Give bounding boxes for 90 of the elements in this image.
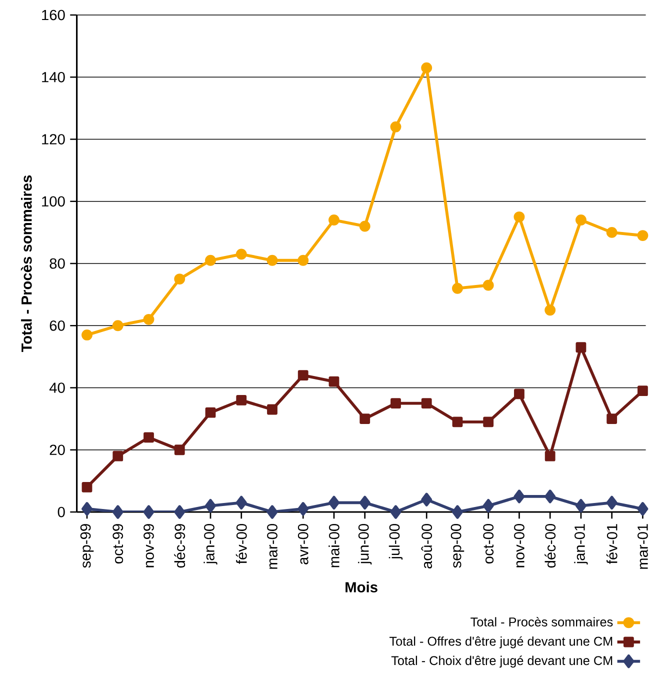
point bbox=[606, 496, 618, 510]
point bbox=[298, 502, 309, 516]
x-tick-label: mar-01 bbox=[638, 524, 648, 569]
y-axis-title: Total - Procès sommaires bbox=[20, 175, 32, 352]
point bbox=[452, 505, 463, 519]
point bbox=[174, 444, 185, 456]
x-tick-label: fév-00 bbox=[236, 524, 247, 564]
point bbox=[514, 388, 524, 400]
point bbox=[267, 404, 278, 415]
point bbox=[575, 214, 586, 226]
y-tick-label: 120 bbox=[42, 134, 65, 144]
x-tick-label: jun-00 bbox=[358, 524, 372, 565]
x-tick-label: jul-00 bbox=[388, 524, 403, 560]
y-tick-label: 80 bbox=[50, 258, 65, 269]
point bbox=[205, 407, 216, 418]
point bbox=[421, 62, 432, 74]
point bbox=[390, 121, 402, 132]
x-tick-label: mai-00 bbox=[328, 524, 340, 568]
point bbox=[452, 282, 463, 294]
point bbox=[112, 320, 124, 332]
x-tick-label: nov-00 bbox=[514, 524, 524, 568]
point bbox=[421, 492, 432, 506]
legend-label: Total - Procès sommaires bbox=[470, 617, 613, 626]
point bbox=[482, 498, 494, 513]
y-tick-label: 100 bbox=[42, 196, 65, 207]
x-tick-label: jan-00 bbox=[204, 524, 218, 565]
point bbox=[544, 490, 556, 504]
point bbox=[174, 274, 186, 285]
point bbox=[514, 490, 525, 504]
point bbox=[298, 370, 308, 381]
point bbox=[482, 280, 494, 291]
point bbox=[390, 505, 402, 519]
x-axis-title: Mois bbox=[346, 582, 378, 592]
point bbox=[143, 314, 154, 325]
y-tick-label: 0 bbox=[58, 506, 65, 518]
point bbox=[298, 254, 309, 266]
point bbox=[606, 414, 618, 424]
point bbox=[390, 398, 401, 408]
point bbox=[205, 498, 216, 513]
point bbox=[575, 498, 586, 513]
point bbox=[112, 505, 124, 519]
point bbox=[360, 414, 370, 424]
x-tick-label: avr-00 bbox=[298, 524, 308, 564]
x-tick-label: oct-99 bbox=[112, 524, 124, 564]
point bbox=[236, 248, 247, 260]
x-tick-label: sep-00 bbox=[450, 524, 464, 568]
point bbox=[328, 214, 340, 226]
point bbox=[174, 505, 186, 519]
point bbox=[544, 304, 556, 316]
point bbox=[236, 496, 247, 510]
point bbox=[637, 502, 648, 516]
y-tick-label: 40 bbox=[49, 382, 65, 393]
x-tick-label: jan-01 bbox=[574, 524, 588, 565]
point bbox=[637, 230, 648, 242]
legend-label: Total - Choix d'être jugé devant une CM bbox=[391, 656, 612, 668]
y-tick-label: 140 bbox=[42, 72, 65, 82]
point bbox=[359, 220, 370, 232]
point bbox=[606, 226, 618, 238]
point bbox=[143, 505, 154, 519]
point bbox=[359, 496, 370, 510]
point bbox=[266, 254, 278, 266]
y-tick-label: 20 bbox=[50, 444, 65, 456]
x-tick-label: déc-99 bbox=[174, 524, 186, 568]
y-tick-label: 160 bbox=[42, 10, 65, 20]
point bbox=[452, 416, 463, 428]
point bbox=[82, 502, 92, 516]
x-tick-label: sep-99 bbox=[80, 524, 94, 568]
point bbox=[328, 376, 340, 387]
x-tick-label: déc-00 bbox=[544, 524, 556, 568]
point bbox=[82, 482, 92, 492]
y-tick-label: 60 bbox=[50, 320, 65, 331]
point bbox=[266, 505, 278, 519]
point bbox=[638, 386, 648, 396]
point bbox=[236, 394, 247, 406]
point bbox=[544, 450, 556, 462]
x-tick-label: aoû-00 bbox=[421, 524, 432, 568]
point bbox=[483, 416, 494, 428]
x-tick-label: oct-00 bbox=[483, 524, 494, 564]
point bbox=[421, 398, 432, 408]
x-tick-label: fév-01 bbox=[606, 524, 618, 564]
point bbox=[82, 329, 92, 340]
point bbox=[205, 254, 216, 266]
point bbox=[144, 432, 154, 443]
legend-label: Total - Offres d'être jugé devant une CM bbox=[389, 636, 612, 648]
point bbox=[576, 342, 586, 353]
x-tick-label: mar-00 bbox=[267, 524, 278, 569]
point bbox=[328, 496, 340, 510]
x-tick-label: nov-99 bbox=[144, 524, 154, 568]
point bbox=[112, 450, 124, 462]
point bbox=[514, 211, 525, 222]
